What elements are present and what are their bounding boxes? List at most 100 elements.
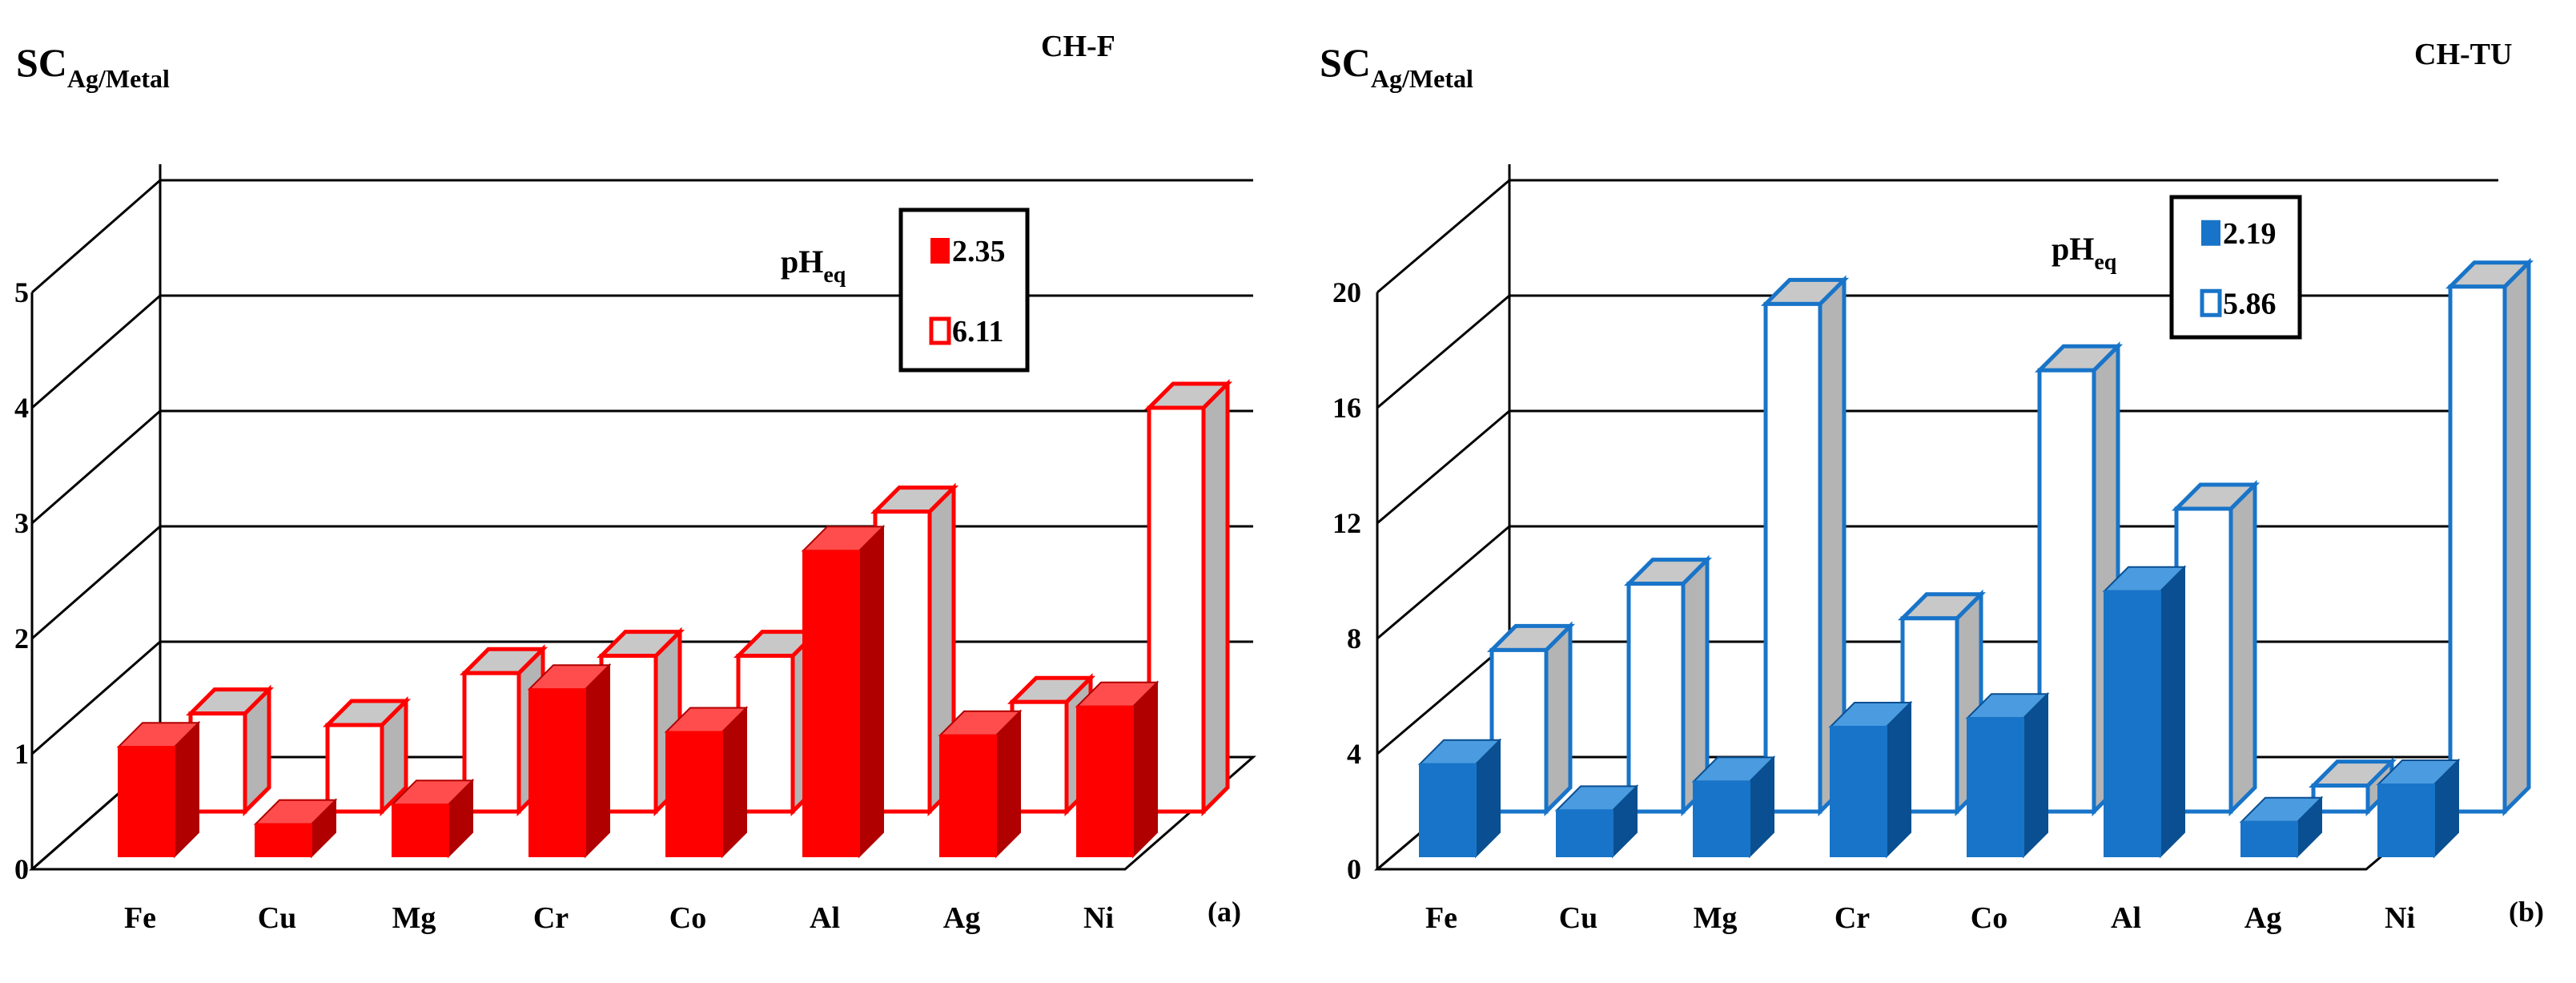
- bar-cu-5.86: [1623, 554, 1713, 817]
- bar-front: [1076, 705, 1134, 857]
- bar-front: [1147, 405, 1206, 814]
- bar-front: [2104, 590, 2161, 857]
- legend-title-sub: eq: [823, 263, 846, 288]
- bar-front: [462, 671, 521, 814]
- legend: pHeq 2.19 5.86: [2052, 195, 2302, 340]
- legend-label: 2.35: [952, 235, 1006, 268]
- bar-side: [1544, 621, 1573, 817]
- bar-cr-2.35: [527, 663, 612, 859]
- bar-al-2.35: [801, 524, 886, 859]
- bar-front: [802, 550, 860, 858]
- bar-cu-2.19: [1554, 784, 1639, 859]
- bar-cr-2.19: [1828, 700, 1913, 859]
- bar-front: [1419, 763, 1477, 857]
- y-tick-label: 12: [1332, 507, 1361, 539]
- y-tick-label: 16: [1332, 392, 1361, 424]
- bar-front: [939, 734, 997, 857]
- gridline-diagonal: [31, 525, 161, 640]
- bar-ni-6.11: [1143, 378, 1233, 817]
- bar-side: [1132, 680, 1158, 859]
- bar-mg-5.86: [1760, 275, 1850, 817]
- y-tick-label: 4: [14, 392, 29, 424]
- legend-title-main: pH: [781, 244, 823, 280]
- x-tick-label: Ni: [1083, 901, 1114, 935]
- y-tick-label: 8: [1347, 622, 1361, 655]
- y-axis-title-sub: Ag/Metal: [1371, 64, 1473, 93]
- bar-front: [118, 746, 175, 858]
- legend-swatch-hollow: [929, 316, 951, 345]
- x-tick-label: Cu: [258, 901, 297, 935]
- legend-title-sub: eq: [2094, 250, 2116, 275]
- panel-label: (b): [2509, 896, 2544, 928]
- x-tick-label: Ag: [2244, 901, 2281, 935]
- bar-side: [2160, 565, 2185, 859]
- bar-cu-6.11: [322, 695, 412, 817]
- bar-side: [585, 663, 610, 859]
- x-tick-label: Mg: [392, 901, 436, 935]
- legend-title: pHeq: [781, 244, 846, 288]
- x-tick-label: Al: [810, 901, 840, 935]
- y-tick-label: 4: [1347, 738, 1361, 770]
- bar-cr-6.11: [596, 626, 685, 817]
- bar-front: [2377, 784, 2435, 857]
- gridline-diagonal: [1376, 409, 1510, 525]
- bar-front: [1489, 647, 1549, 814]
- bar-ag-2.19: [2239, 796, 2324, 859]
- y-tick-label: 3: [14, 507, 29, 539]
- bar-al-5.86: [2171, 479, 2261, 817]
- bar-side: [2502, 257, 2531, 817]
- bar-fe-2.35: [116, 720, 201, 859]
- bar-ag-2.35: [938, 709, 1023, 859]
- y-tick-label: 1: [14, 738, 29, 770]
- gridline-diagonal: [1376, 294, 1510, 409]
- bar-co-2.19: [1965, 691, 2050, 859]
- chart-tag: CH-F: [1041, 30, 1115, 63]
- bar-front: [1763, 301, 1822, 814]
- legend-label: 6.11: [952, 315, 1003, 348]
- gridline-diagonal: [1376, 525, 1510, 640]
- gridline-diagonal: [31, 409, 161, 525]
- legend-title: pHeq: [2052, 231, 2117, 275]
- x-tick-label: Co: [669, 901, 706, 935]
- legend-swatch-filled: [2201, 220, 2220, 246]
- y-axis-title: SCAg/Metal: [1320, 40, 1473, 93]
- bar-front: [736, 654, 795, 814]
- bar-al-2.19: [2102, 565, 2187, 859]
- chart-panel-a: 0 1 2 3 4 5 Fe Cu Mg Cr Co Al Ag Ni SCAg/Metal CH-F (a) p…: [14, 30, 1256, 935]
- bar-ni-5.86: [2445, 257, 2534, 817]
- panel-label: (a): [1208, 896, 1241, 928]
- x-tick-label: Cr: [533, 901, 569, 935]
- bar-mg-2.19: [1691, 755, 1776, 859]
- x-tick-label: Cr: [1835, 901, 1870, 935]
- bar-front: [325, 723, 384, 814]
- legend-swatch-hollow: [2200, 288, 2222, 317]
- x-tick-label: Ag: [943, 901, 980, 935]
- gridline-diagonal: [31, 640, 161, 755]
- y-tick-label: 0: [1347, 853, 1361, 885]
- gridline-diagonal: [1376, 640, 1510, 755]
- back-wall: [160, 180, 1253, 757]
- y-tick-label: 0: [14, 853, 29, 885]
- bar-front: [1556, 809, 1614, 858]
- gridline-diagonal: [1376, 179, 1510, 294]
- x-tick-label: Fe: [124, 901, 156, 935]
- bar-side: [1886, 700, 1911, 859]
- bar-front: [2240, 820, 2298, 858]
- bar-side: [721, 706, 747, 859]
- bar-cu-2.35: [253, 798, 338, 859]
- bar-side: [858, 524, 884, 859]
- bar-front: [1830, 726, 1887, 857]
- y-tick-label: 5: [14, 276, 29, 308]
- y-axis-title-main: SC: [1320, 40, 1371, 85]
- x-tick-label: Al: [2111, 901, 2141, 935]
- bar-side: [2228, 479, 2257, 817]
- bar-fe-5.86: [1486, 621, 1576, 817]
- x-tick-label: Cu: [1559, 901, 1598, 935]
- legend-swatch-filled: [930, 238, 950, 264]
- x-tick-label: Co: [1971, 901, 2007, 935]
- bar-front: [2448, 284, 2507, 814]
- gridline-diagonal: [31, 179, 161, 294]
- bar-front: [1967, 717, 2024, 858]
- bar-side: [1201, 378, 1230, 817]
